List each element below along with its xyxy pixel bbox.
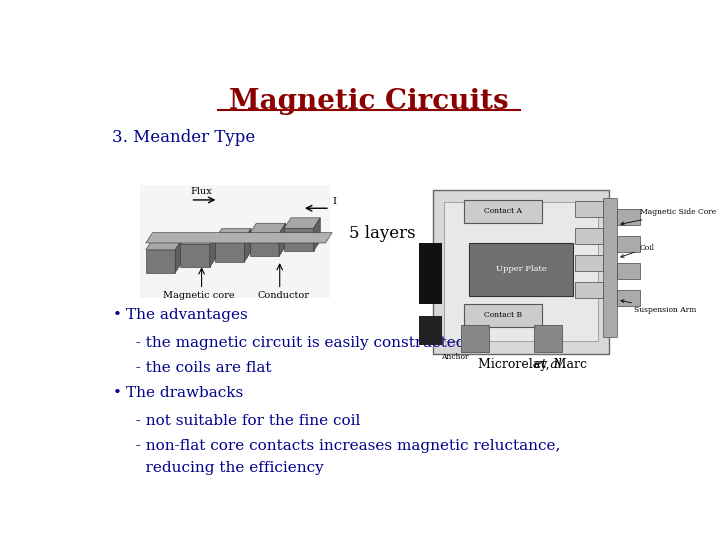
FancyBboxPatch shape bbox=[617, 290, 639, 306]
Text: Magnetic Side Core: Magnetic Side Core bbox=[621, 208, 716, 225]
Text: •: • bbox=[112, 386, 121, 400]
Text: - the magnetic circuit is easily constructed: - the magnetic circuit is easily constru… bbox=[126, 336, 466, 350]
Polygon shape bbox=[210, 234, 217, 267]
FancyBboxPatch shape bbox=[603, 198, 617, 337]
FancyBboxPatch shape bbox=[575, 228, 603, 244]
FancyBboxPatch shape bbox=[617, 209, 639, 225]
FancyBboxPatch shape bbox=[461, 325, 489, 352]
FancyBboxPatch shape bbox=[469, 243, 572, 295]
FancyBboxPatch shape bbox=[433, 190, 609, 354]
FancyBboxPatch shape bbox=[575, 255, 603, 271]
Text: The advantages: The advantages bbox=[126, 308, 248, 322]
FancyBboxPatch shape bbox=[575, 201, 603, 217]
Polygon shape bbox=[145, 233, 332, 243]
Text: I: I bbox=[333, 197, 337, 206]
FancyBboxPatch shape bbox=[575, 282, 603, 298]
Text: •: • bbox=[112, 308, 121, 322]
Text: Flux: Flux bbox=[190, 187, 212, 196]
Text: Anchor: Anchor bbox=[441, 353, 469, 361]
FancyBboxPatch shape bbox=[444, 202, 598, 341]
Text: Magnetic core: Magnetic core bbox=[163, 292, 234, 300]
Polygon shape bbox=[145, 250, 175, 273]
Polygon shape bbox=[215, 239, 244, 262]
Polygon shape bbox=[284, 228, 314, 251]
Text: Microrelay, Marc: Microrelay, Marc bbox=[478, 358, 591, 371]
FancyBboxPatch shape bbox=[617, 263, 639, 279]
FancyBboxPatch shape bbox=[464, 304, 542, 327]
Polygon shape bbox=[181, 245, 210, 267]
Text: Coil: Coil bbox=[621, 244, 654, 258]
Polygon shape bbox=[279, 223, 286, 256]
Text: Magnetic Circuits: Magnetic Circuits bbox=[229, 87, 509, 114]
Polygon shape bbox=[181, 234, 217, 245]
Text: 3. Meander Type: 3. Meander Type bbox=[112, 129, 256, 146]
Polygon shape bbox=[145, 239, 182, 250]
FancyBboxPatch shape bbox=[140, 185, 330, 298]
Text: Suspension Arm: Suspension Arm bbox=[621, 300, 696, 314]
FancyBboxPatch shape bbox=[419, 243, 441, 304]
Text: - non-flat core contacts increases magnetic reluctance,: - non-flat core contacts increases magne… bbox=[126, 439, 561, 453]
Polygon shape bbox=[250, 234, 279, 256]
Text: 5 layers: 5 layers bbox=[349, 225, 416, 242]
Text: Contact B: Contact B bbox=[484, 312, 522, 319]
Polygon shape bbox=[284, 218, 320, 228]
Text: Upper Plate: Upper Plate bbox=[495, 265, 546, 273]
FancyBboxPatch shape bbox=[617, 236, 639, 252]
FancyBboxPatch shape bbox=[464, 200, 542, 223]
Text: Conductor: Conductor bbox=[258, 292, 310, 300]
Polygon shape bbox=[215, 228, 251, 239]
FancyBboxPatch shape bbox=[534, 325, 562, 352]
Text: - the coils are flat: - the coils are flat bbox=[126, 361, 271, 375]
Polygon shape bbox=[314, 218, 320, 251]
Text: et al.: et al. bbox=[534, 358, 565, 371]
Text: Contact A: Contact A bbox=[484, 207, 522, 215]
Text: - not suitable for the fine coil: - not suitable for the fine coil bbox=[126, 414, 361, 428]
Text: reducing the efficiency: reducing the efficiency bbox=[126, 461, 324, 475]
Polygon shape bbox=[250, 223, 286, 234]
Polygon shape bbox=[244, 228, 251, 262]
Text: The drawbacks: The drawbacks bbox=[126, 386, 243, 400]
Polygon shape bbox=[175, 239, 182, 273]
FancyBboxPatch shape bbox=[419, 316, 441, 346]
